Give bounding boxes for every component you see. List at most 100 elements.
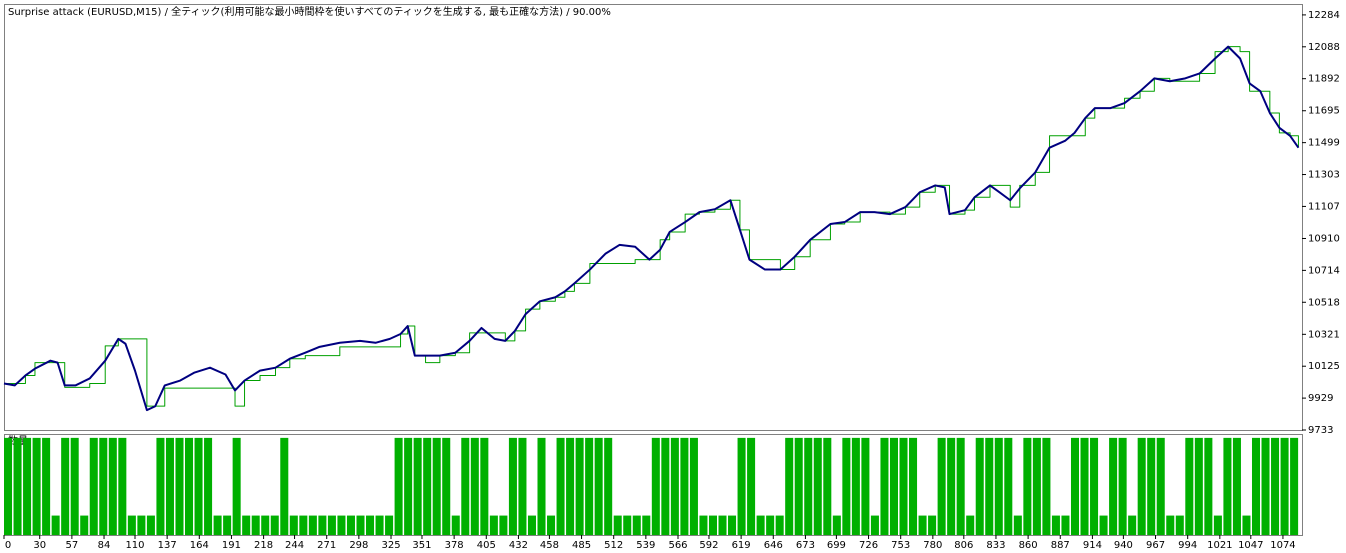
volume-bar	[1042, 437, 1051, 535]
y-tick-label: 11499	[1308, 138, 1340, 149]
chart-title: Surprise attack (EURUSD,M15) / 全ティック(利用可…	[8, 5, 611, 18]
volume-bar	[1090, 437, 1099, 535]
volume-bar	[327, 515, 336, 535]
volume-bar	[442, 437, 451, 535]
volume-bar	[1175, 515, 1184, 535]
y-tick-label: 9929	[1308, 393, 1333, 404]
volume-bar	[175, 437, 184, 535]
volume-bar	[813, 437, 822, 535]
volume-bar	[527, 515, 536, 535]
x-tick-label: 325	[381, 540, 400, 551]
volume-bar	[480, 437, 489, 535]
x-tick-label: 458	[540, 540, 559, 551]
volume-bar	[699, 515, 708, 535]
x-tick-label: 619	[732, 540, 751, 551]
x-tick-label: 271	[317, 540, 336, 551]
volume-bar	[1242, 515, 1251, 535]
volume-bar	[689, 437, 698, 535]
volume-bar	[42, 437, 51, 535]
volume-bar	[556, 437, 565, 535]
x-tick-label: 699	[827, 540, 846, 551]
volume-bar	[851, 437, 860, 535]
volume-bar	[270, 515, 279, 535]
volume-bar	[1023, 437, 1032, 535]
x-tick-label: 164	[190, 540, 209, 551]
volume-bar	[1128, 515, 1137, 535]
x-tick-label: 1074	[1270, 540, 1295, 551]
volume-bar	[1051, 515, 1060, 535]
volume-bar	[613, 515, 622, 535]
main-panel	[4, 4, 1303, 431]
x-tick-label: 673	[796, 540, 815, 551]
volume-bar	[1280, 437, 1289, 535]
volume-bar	[728, 515, 737, 535]
x-tick-label: 860	[1019, 540, 1038, 551]
volume-bar	[661, 437, 670, 535]
volume-bar	[708, 515, 717, 535]
x-tick-label: 30	[33, 540, 46, 551]
volume-bar	[966, 515, 975, 535]
y-tick-label: 11695	[1308, 106, 1340, 117]
volume-bar	[1061, 515, 1070, 535]
volume-bar	[32, 437, 41, 535]
x-tick-label: 84	[98, 540, 111, 551]
volume-bar	[747, 437, 756, 535]
volume-bar	[289, 515, 298, 535]
x-tick-label: 566	[668, 540, 687, 551]
volume-bar	[423, 437, 432, 535]
volume-bar	[794, 437, 803, 535]
x-tick-label: 110	[125, 540, 144, 551]
volume-bar	[1080, 437, 1089, 535]
volume-bar	[1156, 437, 1165, 535]
volume-bar	[632, 515, 641, 535]
volume-bar	[13, 437, 22, 535]
volume-bar	[1099, 515, 1108, 535]
volume-bar	[499, 515, 508, 535]
volume-bar	[566, 437, 575, 535]
volume-bar	[718, 515, 727, 535]
volume-bar	[118, 437, 127, 535]
x-tick-label: 806	[954, 540, 973, 551]
volume-bar	[985, 437, 994, 535]
volume-bar	[308, 515, 317, 535]
volume-bar	[804, 437, 813, 535]
volume-bar	[642, 515, 651, 535]
volume-bar	[470, 437, 479, 535]
volume-bar	[1251, 437, 1261, 535]
x-tick-label: 539	[636, 540, 655, 551]
x-tick-label: 780	[923, 540, 942, 551]
x-tick-label: 1047	[1238, 540, 1263, 551]
volume-bar	[756, 515, 765, 535]
volume-bar	[156, 437, 165, 535]
volume-bar	[451, 515, 460, 535]
x-tick-label: 887	[1051, 540, 1070, 551]
volume-bar	[356, 515, 365, 535]
volume-bar	[185, 437, 194, 535]
volume-bar	[585, 437, 594, 535]
volume-bar	[918, 515, 927, 535]
x-tick-label: 726	[859, 540, 878, 551]
volume-bar	[870, 515, 879, 535]
volume-bar	[537, 437, 546, 535]
volume-bar	[385, 515, 394, 535]
x-tick-label: 512	[604, 540, 623, 551]
volume-bar	[432, 437, 441, 535]
volume-bar	[1204, 437, 1213, 535]
volume-bar	[404, 437, 413, 535]
volume-bar	[1223, 437, 1232, 535]
volume-bar	[1271, 437, 1280, 535]
volume-bar	[575, 437, 584, 535]
volume-bar	[61, 437, 70, 535]
x-tick-label: 1021	[1207, 540, 1232, 551]
x-tick-label: 351	[412, 540, 431, 551]
y-tick-label: 9733	[1308, 425, 1333, 436]
volume-bar	[232, 437, 241, 535]
volume-bar	[518, 437, 527, 535]
volume-bar	[394, 437, 403, 535]
volume-bar	[204, 437, 213, 535]
x-tick-label: 244	[285, 540, 304, 551]
volume-bar	[547, 515, 556, 535]
volume-bar	[680, 437, 689, 535]
x-tick-label: 914	[1083, 540, 1102, 551]
volume-bar	[823, 437, 832, 535]
